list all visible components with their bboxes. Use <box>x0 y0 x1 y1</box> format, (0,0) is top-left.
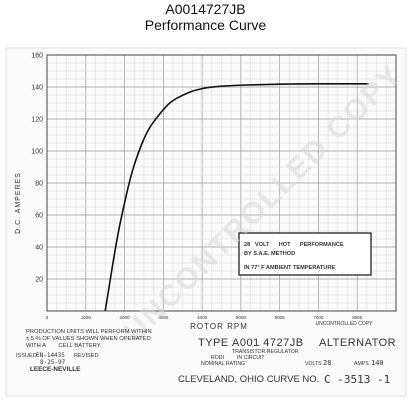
performance-chart: 20 40 60 80 100 120 140 160 0 1000 2000 3000 4000 50… <box>5 47 409 397</box>
volts-value: 28 <box>323 359 331 367</box>
amps-label: AMPS <box>354 361 369 367</box>
x-tick-label: 2000 <box>120 315 131 320</box>
x-tick-label: 0 <box>46 315 49 320</box>
chart-annotation: UNCONTROLLED COPY <box>316 321 374 327</box>
type-value: A001 4727JB <box>232 337 304 349</box>
y-axis-ticks: 20 40 60 80 100 120 140 160 <box>31 53 43 284</box>
legend-line-3: IN 77° F AMBIENT TEMPERATURE <box>244 265 335 271</box>
legend-line-1: 28 VOLT HOT PERFORMANCE <box>244 242 344 248</box>
x-axis-label: ROTOR RPM <box>190 322 248 331</box>
issued-label: ISSUED <box>16 353 37 359</box>
type-label: TYPE <box>198 337 229 349</box>
y-tick-label: 100 <box>31 149 43 156</box>
y-tick-label: 140 <box>31 85 43 92</box>
legend-line-2: BY S.A.E. METHOD <box>244 251 295 257</box>
issued-date: 8-25-97 <box>40 359 66 366</box>
y-tick-label: 40 <box>35 245 43 252</box>
regulator-line-2: RODI IN CIRCUIT <box>211 355 265 361</box>
nominal-rating: NOMINAL RATING <box>201 361 245 367</box>
chart-sheet <box>5 47 407 397</box>
regulator-line-1: TRANSISTOR REGULATOR <box>232 349 299 355</box>
volts-label: VOLTS <box>305 361 322 367</box>
y-tick-label: 20 <box>35 277 43 284</box>
x-tick-label: 3000 <box>158 315 169 320</box>
series-line <box>104 82 369 312</box>
production-note: PRODUCTION UNITS WILL PERFORM WITHIN ± 5… <box>26 329 153 349</box>
y-tick-label: 120 <box>31 117 43 124</box>
x-axis-ticks: 0 1000 2000 3000 4000 5000 6000 7000 8000 <box>46 315 363 320</box>
page-subtitle: Performance Curve <box>144 17 267 33</box>
y-tick-label: 60 <box>35 213 43 220</box>
company-name: LEECE-NEVILLE <box>30 366 81 373</box>
revised-label: REVISED <box>74 353 99 359</box>
x-tick-label: 8000 <box>352 315 363 320</box>
legend-box <box>238 232 372 276</box>
y-axis-label: D.C. AMPERES <box>15 172 22 234</box>
product-name: ALTERNATOR <box>319 337 396 349</box>
x-tick-label: 1000 <box>81 315 92 320</box>
curve-number: C -3513 -1 <box>324 373 390 386</box>
y-tick-label: 160 <box>31 53 43 60</box>
x-tick-label: 6000 <box>275 315 286 320</box>
x-tick-label: 7000 <box>313 315 324 320</box>
page-title: A0014727JB <box>165 1 246 17</box>
series-group <box>104 82 369 312</box>
y-tick-label: 80 <box>35 181 43 188</box>
location-curve-label: CLEVELAND, OHIO CURVE NO. <box>178 374 319 385</box>
x-tick-label: 4000 <box>197 315 208 320</box>
x-tick-label: 5000 <box>236 315 247 320</box>
amps-value: 140 <box>371 359 384 367</box>
plot-frame <box>46 54 397 312</box>
issued-value: EN-14435 <box>36 352 65 359</box>
